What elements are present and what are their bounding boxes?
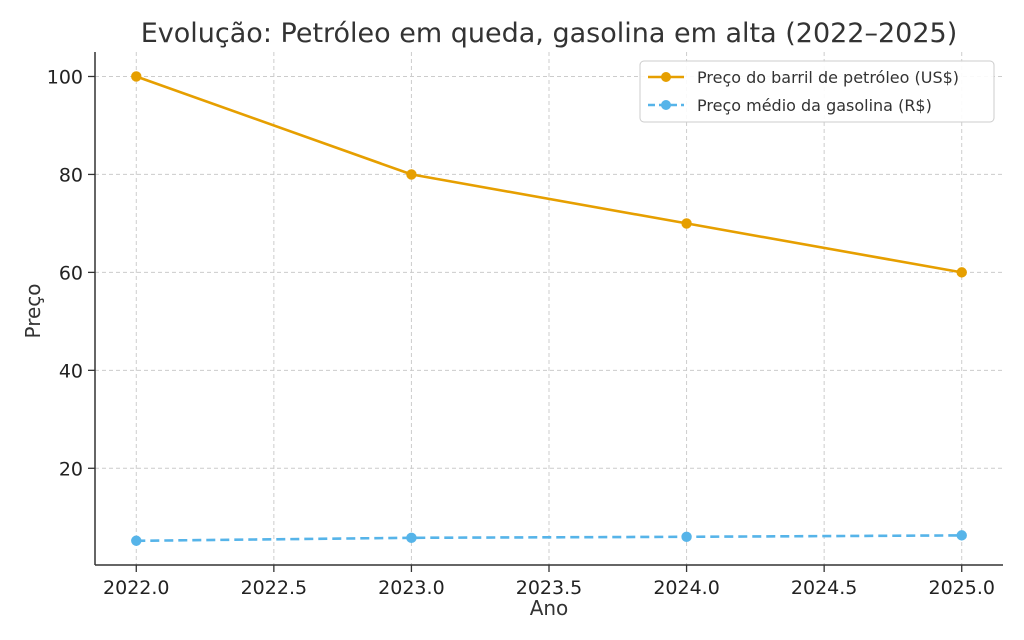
series-line-1 (136, 534, 962, 543)
legend-label-0: Preço do barril de petróleo (US$) (697, 68, 959, 87)
series-0-point (131, 71, 142, 82)
series-0-point (681, 218, 692, 229)
series-1-point (406, 532, 417, 544)
series-layer (131, 71, 967, 546)
grid (95, 52, 1003, 565)
y-tick-label: 60 (59, 262, 83, 284)
x-tick-label: 2024.5 (791, 577, 857, 599)
series-0-point (956, 267, 967, 278)
chart-title: Evolução: Petróleo em queda, gasolina em… (141, 18, 958, 49)
series-0-point (406, 169, 417, 180)
x-tick-label: 2024.0 (653, 577, 719, 599)
legend-marker-0 (661, 72, 671, 82)
legend-box (639, 60, 995, 123)
series-1-point (956, 530, 967, 541)
series-1-point (681, 531, 692, 543)
legend-label-1: Preço médio da gasolina (R$) (697, 96, 932, 115)
x-axis-label: Ano (530, 596, 569, 620)
y-tick-label: 20 (59, 458, 83, 480)
tick-labels: 2022.0 2022.5 2023.0 2023.5 2024.0 2024.5 2025… (47, 66, 995, 599)
axes (88, 52, 1003, 572)
legend-marker-1 (661, 100, 671, 110)
y-tick-label: 40 (59, 360, 83, 382)
legend: Preço do barril de petróleo (US$) Preço m… (639, 60, 995, 123)
y-tick-label: 80 (59, 164, 83, 186)
x-tick-label: 2025.0 (928, 577, 994, 599)
x-tick-label: 2023.0 (378, 577, 444, 599)
series-1-point (131, 535, 142, 546)
series-line-0 (135, 75, 962, 274)
x-tick-label: 2022.0 (103, 577, 169, 599)
y-axis-label: Preço (21, 283, 45, 338)
x-tick-label: 2023.5 (516, 577, 582, 599)
x-tick-label: 2022.5 (241, 577, 307, 599)
y-tick-label: 100 (47, 66, 83, 88)
